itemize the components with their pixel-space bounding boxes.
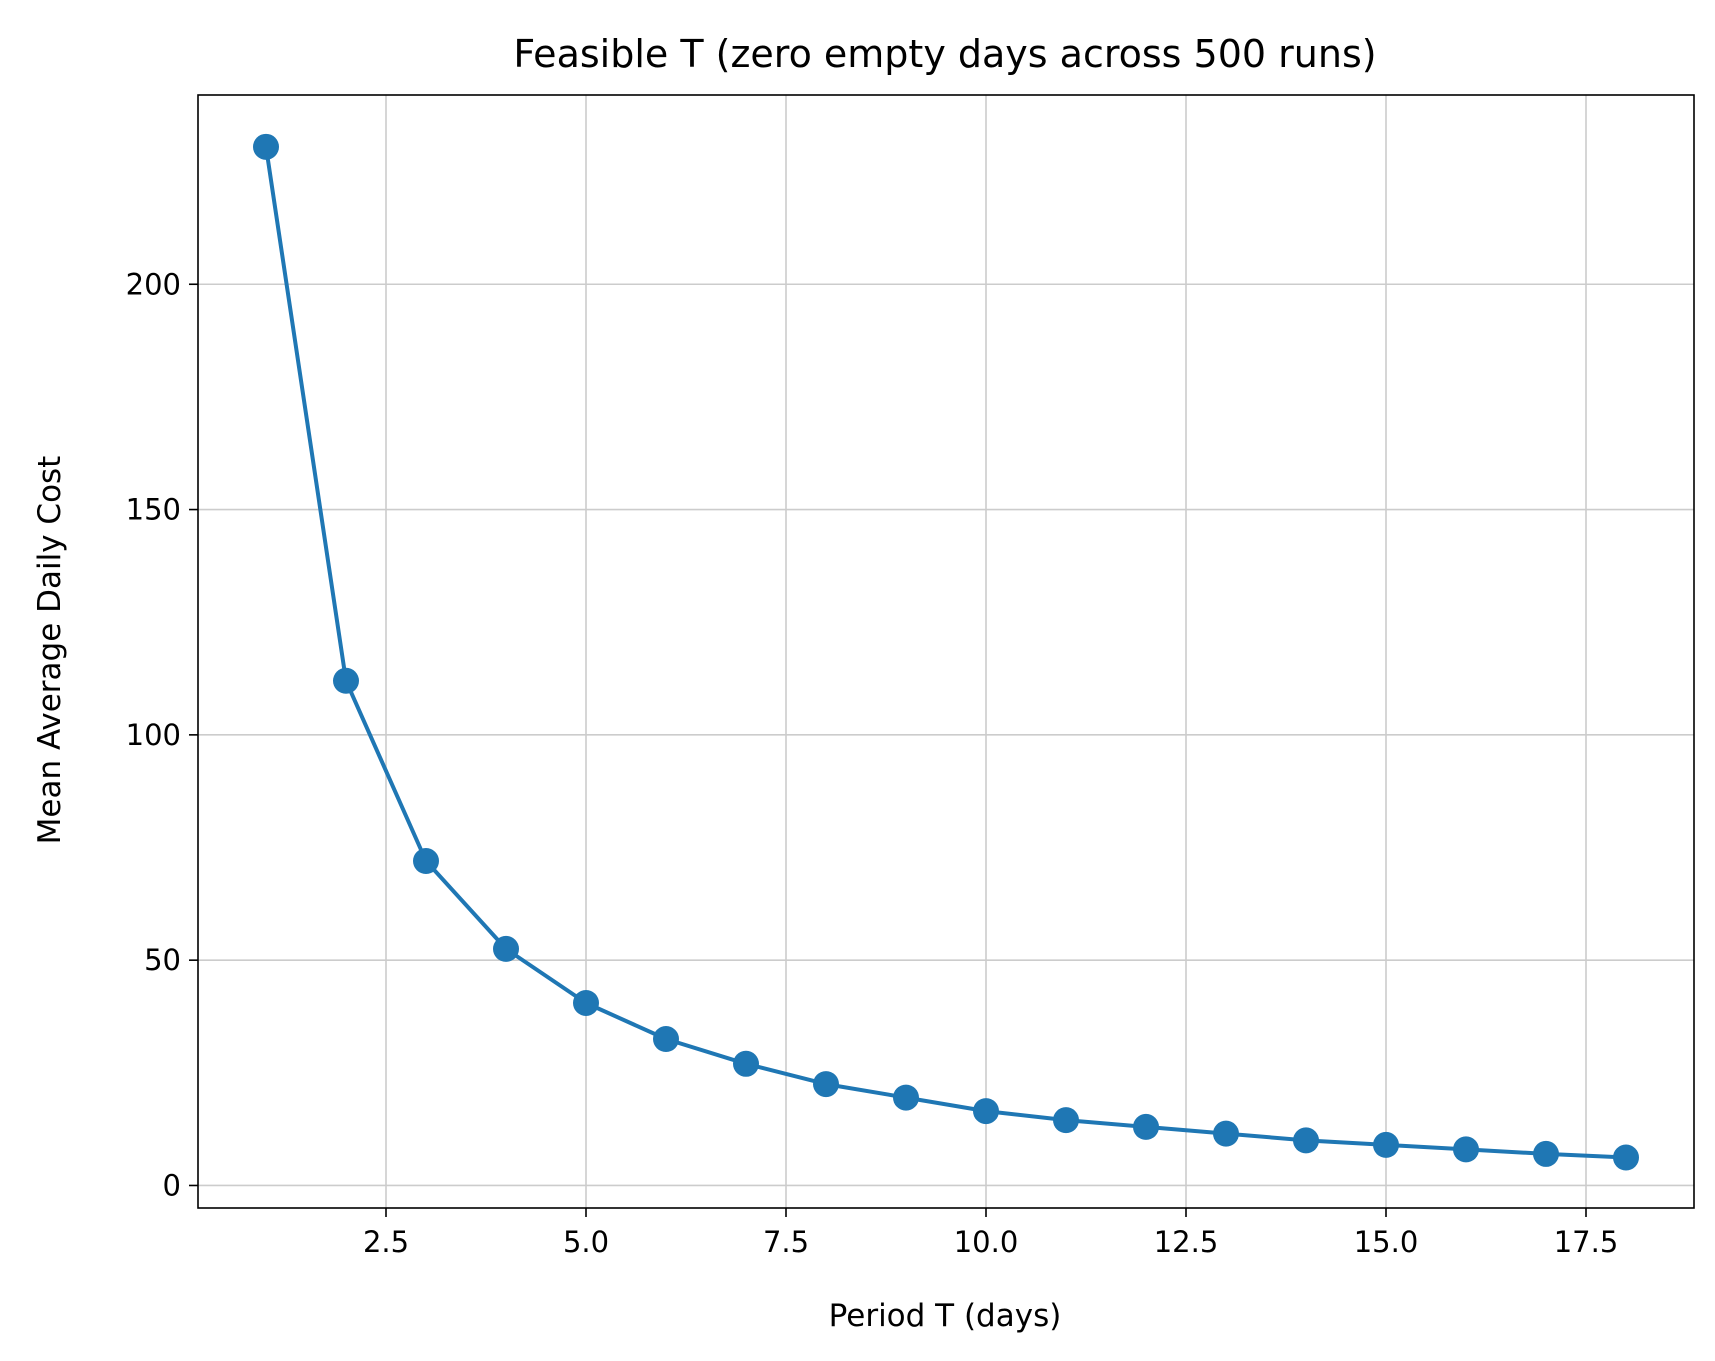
- series-line: [264, 146, 1627, 1160]
- grid: [198, 95, 1694, 1208]
- data-point: [333, 667, 359, 694]
- y-tick-label: 0: [163, 1168, 181, 1202]
- data-point: [413, 848, 439, 875]
- data-point: [893, 1084, 919, 1111]
- x-tick-label: 17.5: [1554, 1225, 1619, 1259]
- data-point: [973, 1098, 999, 1125]
- x-tick-label: 5.0: [563, 1225, 609, 1259]
- data-point: [253, 133, 279, 160]
- data-point: [573, 989, 599, 1016]
- x-tick-label: 7.5: [763, 1225, 809, 1259]
- y-tick-label: 100: [126, 718, 181, 752]
- plot-frame: [197, 94, 1695, 1209]
- series-layer: [253, 133, 1639, 1171]
- y-tick-label: 50: [144, 943, 181, 977]
- data-point: [493, 935, 519, 962]
- data-point: [1053, 1107, 1079, 1134]
- y-axis: 0 50 100 150 200: [126, 267, 198, 1202]
- data-point: [1293, 1127, 1319, 1154]
- chart-title: Feasible T (zero empty days across 500 r…: [513, 32, 1376, 76]
- data-point: [813, 1071, 839, 1098]
- data-point: [1133, 1113, 1159, 1140]
- data-point: [653, 1026, 679, 1053]
- data-point: [1213, 1120, 1239, 1147]
- x-tick-label: 15.0: [1354, 1225, 1419, 1259]
- data-point: [1453, 1136, 1479, 1163]
- y-axis-label: Mean Average Daily Cost: [32, 456, 68, 845]
- y-tick-label: 200: [126, 267, 181, 301]
- y-tick-label: 150: [126, 493, 181, 527]
- data-point: [733, 1050, 759, 1077]
- data-point: [1533, 1140, 1559, 1167]
- data-point: [1613, 1144, 1639, 1171]
- data-point: [1373, 1131, 1399, 1158]
- x-tick-label: 10.0: [954, 1225, 1019, 1259]
- x-axis: 2.5 5.0 7.5 10.0 12.5 15.0 17.5: [363, 1208, 1618, 1259]
- x-tick-label: 2.5: [363, 1225, 409, 1259]
- x-tick-label: 12.5: [1154, 1225, 1219, 1259]
- x-axis-label: Period T (days): [829, 1298, 1062, 1334]
